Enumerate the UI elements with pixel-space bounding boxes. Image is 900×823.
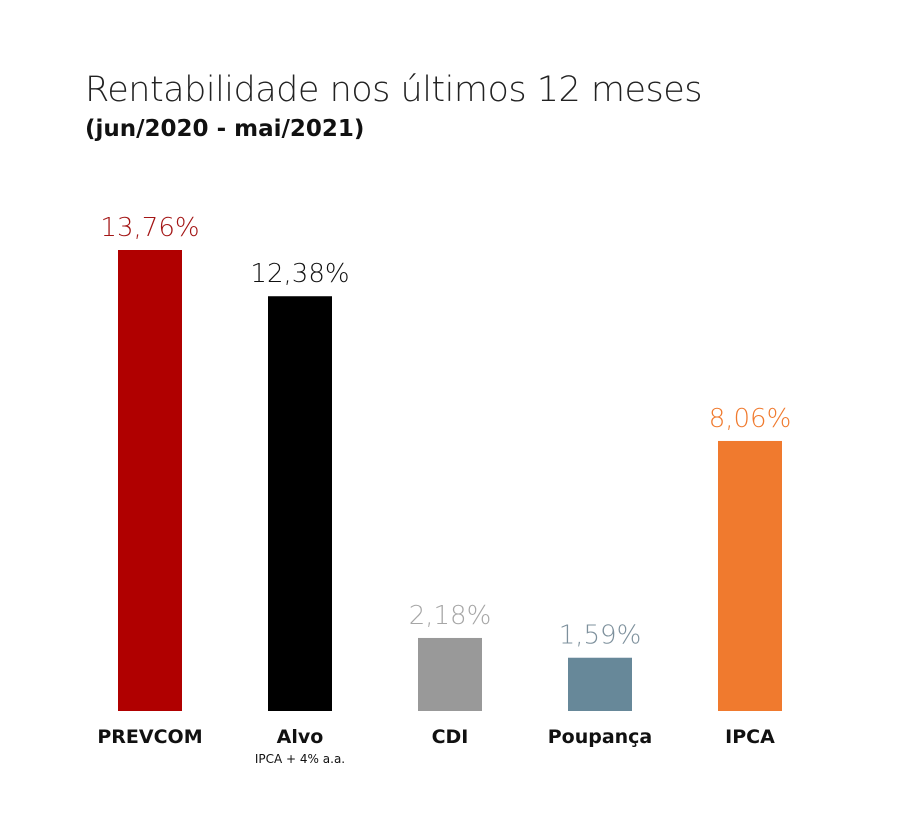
category-label: PREVCOM (97, 726, 202, 748)
chart-title: Rentabilidade nos últimos 12 meses (85, 70, 703, 110)
category-label: Alvo (277, 726, 324, 748)
data-label: 12,38% (250, 259, 349, 289)
category-label: Poupança (548, 726, 653, 748)
category-label: CDI (432, 726, 469, 748)
category-sublabel: IPCA + 4% a.a. (255, 752, 345, 766)
data-label: 2,18% (409, 601, 492, 631)
chart-subtitle: (jun/2020 - mai/2021) (85, 116, 365, 142)
category-label: IPCA (725, 726, 775, 748)
data-label: 1,59% (559, 621, 642, 651)
bar (418, 637, 482, 711)
bar (268, 296, 332, 711)
bar (568, 657, 632, 711)
data-label: 13,76% (100, 213, 199, 243)
bar (718, 440, 782, 711)
bar (118, 250, 182, 711)
data-label: 8,06% (709, 404, 792, 434)
